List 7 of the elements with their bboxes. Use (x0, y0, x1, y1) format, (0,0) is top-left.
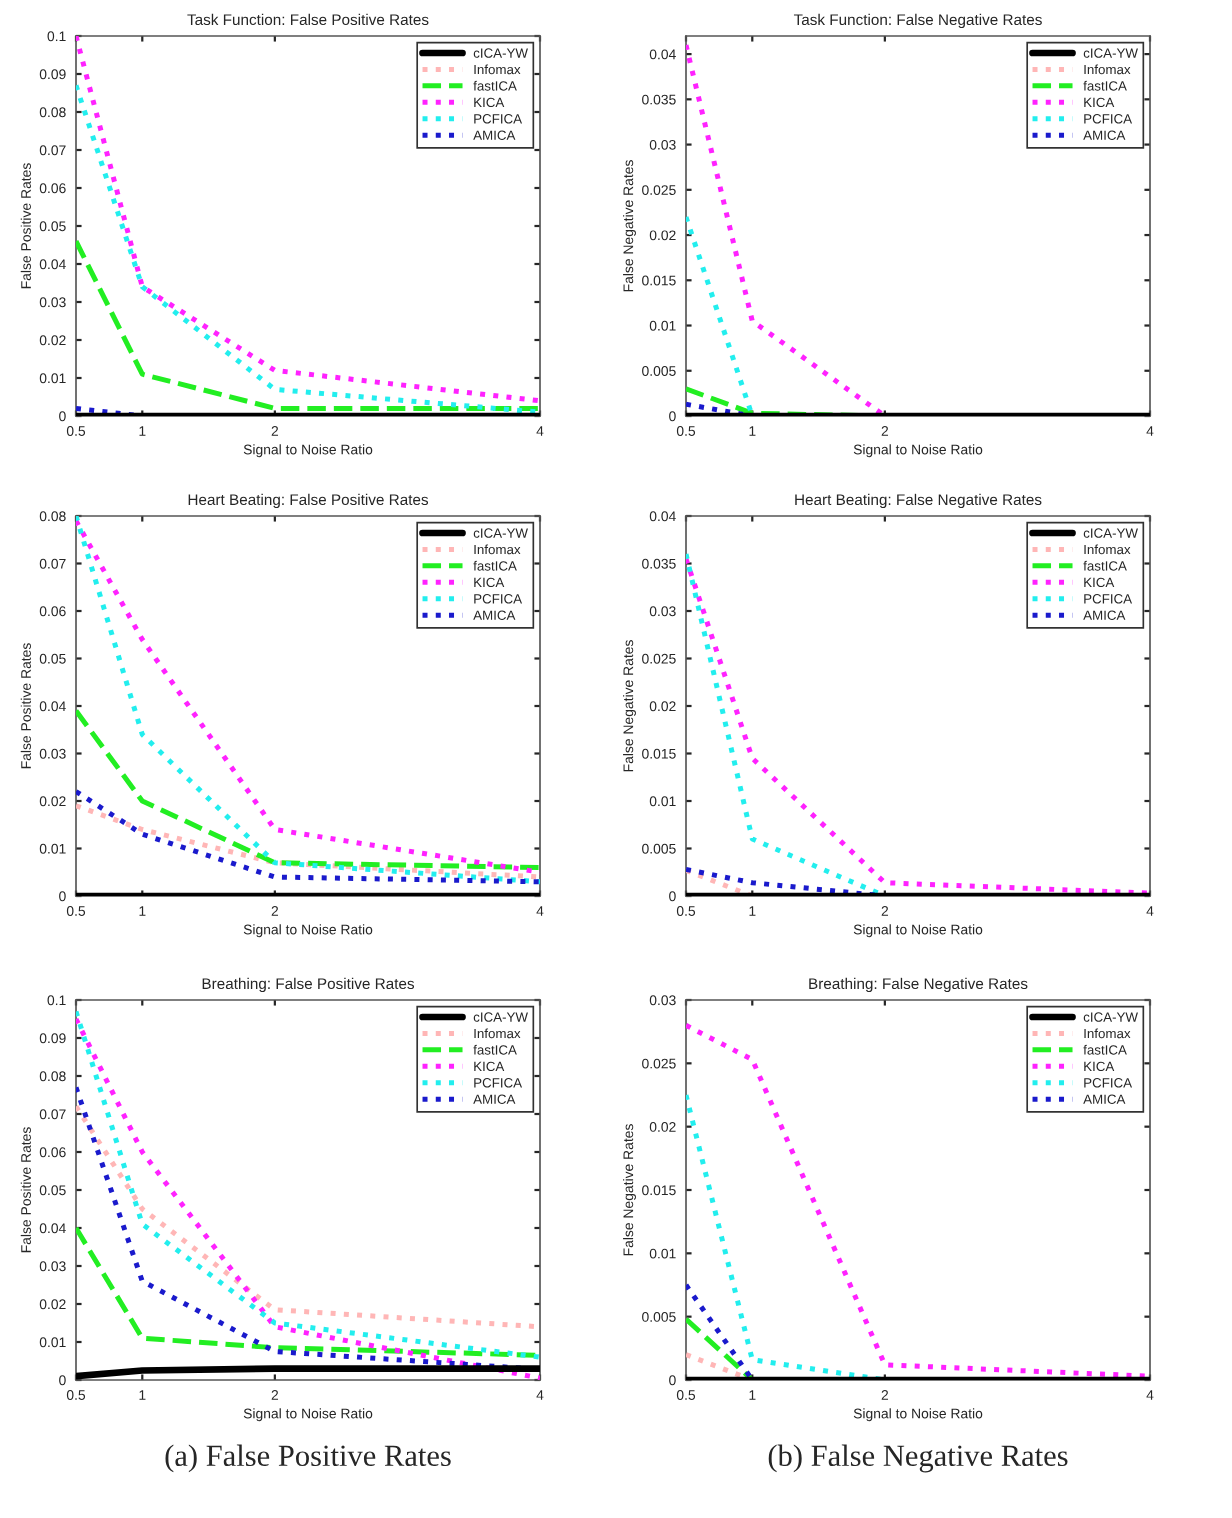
line-series (76, 789, 540, 885)
line-series (76, 708, 540, 870)
text: (a) False Positive Rates (165, 1444, 451, 1473)
line-series (76, 1103, 540, 1330)
line-series (76, 1225, 540, 1358)
line-series (76, 803, 540, 880)
text: (b) False Negative Rates (768, 1444, 1068, 1473)
